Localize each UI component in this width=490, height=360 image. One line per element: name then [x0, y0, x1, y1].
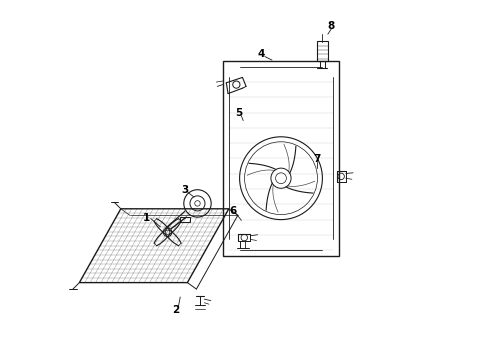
Text: 4: 4: [258, 49, 265, 59]
Text: 5: 5: [235, 108, 243, 118]
Bar: [223, 61, 339, 256]
Bar: [317, 41, 328, 61]
Text: 8: 8: [328, 21, 335, 31]
Text: 6: 6: [230, 206, 237, 216]
Text: 7: 7: [313, 154, 320, 164]
Text: 1: 1: [143, 213, 149, 223]
Text: 3: 3: [181, 185, 188, 195]
Text: 2: 2: [172, 305, 179, 315]
